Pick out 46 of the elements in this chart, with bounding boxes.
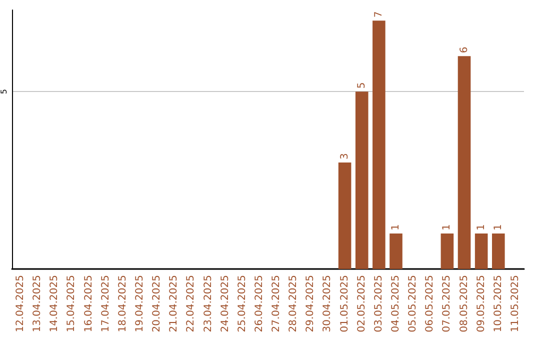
x-tick-label: 23.04.2025	[202, 275, 214, 332]
bar	[355, 92, 368, 269]
x-tick-label: 20.04.2025	[152, 275, 163, 332]
x-tick-label: 21.04.2025	[168, 275, 180, 332]
x-tick-label: 13.04.2025	[32, 275, 44, 332]
data-label: 1	[476, 224, 487, 231]
x-tick-label: 29.04.2025	[305, 275, 316, 332]
data-label: 1	[442, 224, 453, 231]
x-tick-label: 06.05.2025	[424, 275, 436, 332]
bar	[390, 234, 402, 269]
x-tick-label: 10.05.2025	[492, 275, 504, 332]
x-tick-label: 17.04.2025	[100, 275, 112, 332]
x-tick-label: 02.05.2025	[356, 275, 368, 332]
bar	[372, 20, 386, 269]
x-tick-label: 27.04.2025	[271, 275, 282, 332]
bar	[474, 234, 488, 269]
data-label: 1	[390, 224, 402, 231]
bar	[492, 234, 505, 269]
x-tick-label: 12.04.2025	[15, 275, 26, 332]
bar	[458, 56, 471, 269]
x-tick-label: 08.05.2025	[458, 275, 470, 332]
x-tick-label: 04.05.2025	[390, 275, 402, 332]
x-tick-label: 07.05.2025	[442, 275, 453, 332]
bar	[338, 162, 352, 269]
x-tick-label: 15.04.2025	[66, 275, 78, 332]
x-tick-label: 03.05.2025	[373, 275, 384, 332]
x-tick-label: 26.04.2025	[254, 275, 265, 332]
bar	[440, 234, 454, 269]
x-tick-label: 11.05.2025	[510, 275, 521, 332]
x-tick-label: 22.04.2025	[186, 275, 197, 332]
data-label: 6	[458, 46, 470, 54]
data-label: 7	[373, 11, 384, 18]
x-tick-label: 19.04.2025	[134, 275, 146, 332]
x-tick-label: 01.05.2025	[339, 275, 350, 332]
x-tick-label: 25.04.2025	[236, 275, 248, 332]
x-tick-label: 30.04.2025	[322, 275, 334, 332]
x-tick-label: 28.04.2025	[288, 275, 300, 332]
x-tick-label: 14.04.2025	[49, 275, 60, 332]
data-label: 5	[356, 82, 368, 89]
x-tick-label: 09.05.2025	[476, 275, 487, 332]
x-tick-label: 05.05.2025	[408, 275, 419, 332]
x-tick-label: 18.04.2025	[117, 275, 128, 332]
data-label: 3	[339, 153, 350, 160]
x-tick-label: 16.04.2025	[83, 275, 94, 332]
x-tick-label: 24.04.2025	[220, 275, 231, 332]
data-label: 1	[492, 224, 504, 231]
